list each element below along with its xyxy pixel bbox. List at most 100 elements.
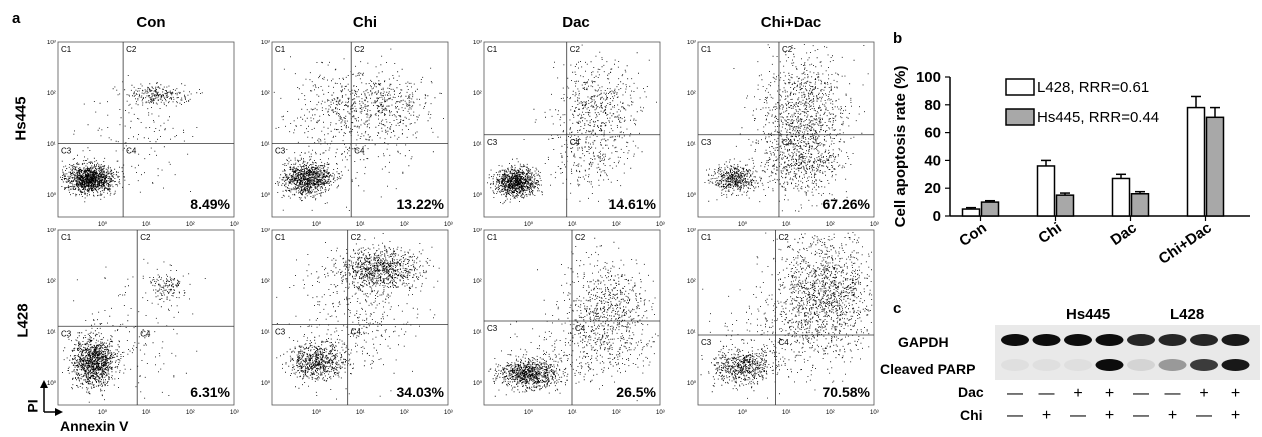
y-tick-label: 10³ [687, 40, 696, 46]
quadrant-label-c3: C3 [701, 138, 712, 147]
flow-dot-cloud [273, 48, 444, 211]
x-tick-label: 10⁰ [98, 221, 108, 228]
y-tick-label: 100 [916, 69, 941, 86]
flow-plot-frame [271, 41, 449, 218]
flow-plot-frame [57, 229, 235, 406]
bar-l428 [1036, 165, 1056, 217]
apoptosis-bar-chart: 0 20 40 60 80 100 Cell apoptosis rate (%) Con Ch… [892, 66, 1250, 268]
chi-sign: — [1196, 407, 1212, 424]
flow-dots [60, 75, 203, 203]
x-tick-label: 10² [612, 222, 621, 228]
quadrant-label-c4: C4 [782, 138, 793, 147]
x-tick-label: 10⁰ [98, 409, 108, 416]
flow-dot-cloud [700, 232, 873, 399]
x-tick-label: 10¹ [568, 222, 577, 228]
y-tick-label: 10² [47, 279, 56, 285]
x-tick-label: 10¹ [782, 410, 791, 416]
gapdh-band [1001, 334, 1029, 346]
flow-axis-arrows [40, 380, 63, 416]
western-blot-image [995, 325, 1260, 380]
x-tick-label: 10³ [230, 410, 239, 416]
y-tick-label: 80 [924, 97, 941, 114]
gapdh-band [1032, 334, 1061, 346]
x-tick-label: 10³ [656, 222, 665, 228]
x-tick-label: 10¹ [568, 410, 577, 416]
blot-group-l428: L428 [1170, 306, 1205, 323]
parp-band [1001, 359, 1029, 371]
y-tick-label: 10³ [473, 40, 482, 46]
flow-dots [62, 258, 206, 403]
x-tick-label: 10⁰ [312, 221, 322, 228]
dac-sign: — [1038, 385, 1055, 402]
y-tick-label: 10³ [687, 228, 696, 234]
x-tick-label: 10³ [870, 410, 879, 416]
y-tick-label: 10³ [47, 228, 56, 234]
x-tick-label: Chi [1035, 219, 1065, 247]
dac-sign: + [1199, 385, 1209, 402]
quadrant-label-c3: C3 [701, 338, 712, 347]
quadrant-label-c4: C4 [778, 338, 789, 347]
chi-sign: + [1104, 407, 1115, 424]
gapdh-band [1158, 334, 1187, 346]
parp-band [1127, 359, 1155, 371]
quadrant-label-c2: C2 [354, 45, 365, 54]
y-tick-label: 10¹ [261, 142, 270, 148]
legend-swatch [1005, 108, 1035, 126]
y-tick-label: 10⁰ [47, 380, 57, 387]
y-tick-label: 10⁰ [47, 192, 57, 199]
quadrant-label-c4: C4 [351, 328, 362, 337]
apoptosis-percentage: 14.61% [609, 196, 657, 212]
panel-letter-a: a [12, 10, 21, 27]
flow-dot-cloud [276, 233, 440, 400]
apoptosis-percentage: 70.58% [823, 384, 871, 400]
parp-band [1190, 359, 1218, 371]
quadrant-label-c1: C1 [487, 233, 498, 242]
quadrant-label-c3: C3 [275, 328, 286, 337]
y-tick-label: 0 [933, 208, 941, 225]
gapdh-band [1190, 334, 1218, 346]
bar-l428 [961, 208, 981, 217]
y-tick-label: 10⁰ [261, 380, 271, 387]
x-tick-label: 10² [186, 222, 195, 228]
parp-band [1032, 359, 1061, 371]
flow-plot-l428-2: C1 C2 C3 C4 10⁰ 10⁰ 10¹ 10¹ 10² 10² 10³ 10³ 26.5% [473, 228, 665, 416]
y-tick-label: 10⁰ [473, 380, 483, 387]
dac-sign: — [1007, 385, 1023, 402]
apoptosis-percentage: 13.22% [397, 196, 445, 212]
y-tick-label: 10¹ [687, 142, 696, 148]
quadrant-label-c2: C2 [351, 233, 362, 242]
parp-band [1158, 359, 1187, 371]
dac-sign: — [1164, 385, 1181, 402]
x-tick-label: 10¹ [142, 410, 151, 416]
flow-dot-cloud [60, 75, 203, 203]
flow-dots [276, 233, 440, 400]
gapdh-band [1221, 334, 1250, 346]
panel-letter-b: b [893, 30, 903, 47]
gapdh-band [1064, 334, 1092, 346]
quadrant-label-c1: C1 [487, 45, 498, 54]
gapdh-band [1127, 334, 1155, 346]
blot-group-hs445: Hs445 [1066, 306, 1111, 323]
x-tick-label: Dac [1107, 219, 1139, 249]
blot-label-gapdh: GAPDH [898, 334, 949, 350]
x-axis-title-annexin: Annexin V [60, 418, 129, 434]
y-tick-label: 10² [261, 279, 270, 285]
legend-label: L428, RRR=0.61 [1037, 79, 1149, 96]
y-tick-label: 10² [47, 91, 56, 97]
x-tick-label: 10¹ [782, 222, 791, 228]
x-tick-label: 10⁰ [524, 409, 534, 416]
parp-band [1095, 359, 1124, 371]
x-tick-label: 10¹ [142, 222, 151, 228]
x-tick-label: 10¹ [356, 222, 365, 228]
y-tick-label: 10² [261, 91, 270, 97]
flow-plot-hs445-3: C1 C2 C3 C4 10⁰ 10⁰ 10¹ 10¹ 10² 10² 10³ 10³ 67.26% [687, 40, 879, 228]
apoptosis-percentage: 34.03% [397, 384, 445, 400]
flow-dots [700, 232, 873, 399]
chi-sign: — [1070, 407, 1086, 424]
legend-swatch [1005, 78, 1035, 96]
y-tick-label: 40 [924, 152, 941, 169]
parp-band [1221, 359, 1250, 371]
legend-label: Hs445, RRR=0.44 [1037, 109, 1159, 126]
y-tick-label: 10¹ [687, 330, 696, 336]
flow-plot-l428-0: C1 C2 C3 C4 10⁰ 10⁰ 10¹ 10¹ 10² 10² 10³ 10³ 6.31% [47, 228, 239, 416]
